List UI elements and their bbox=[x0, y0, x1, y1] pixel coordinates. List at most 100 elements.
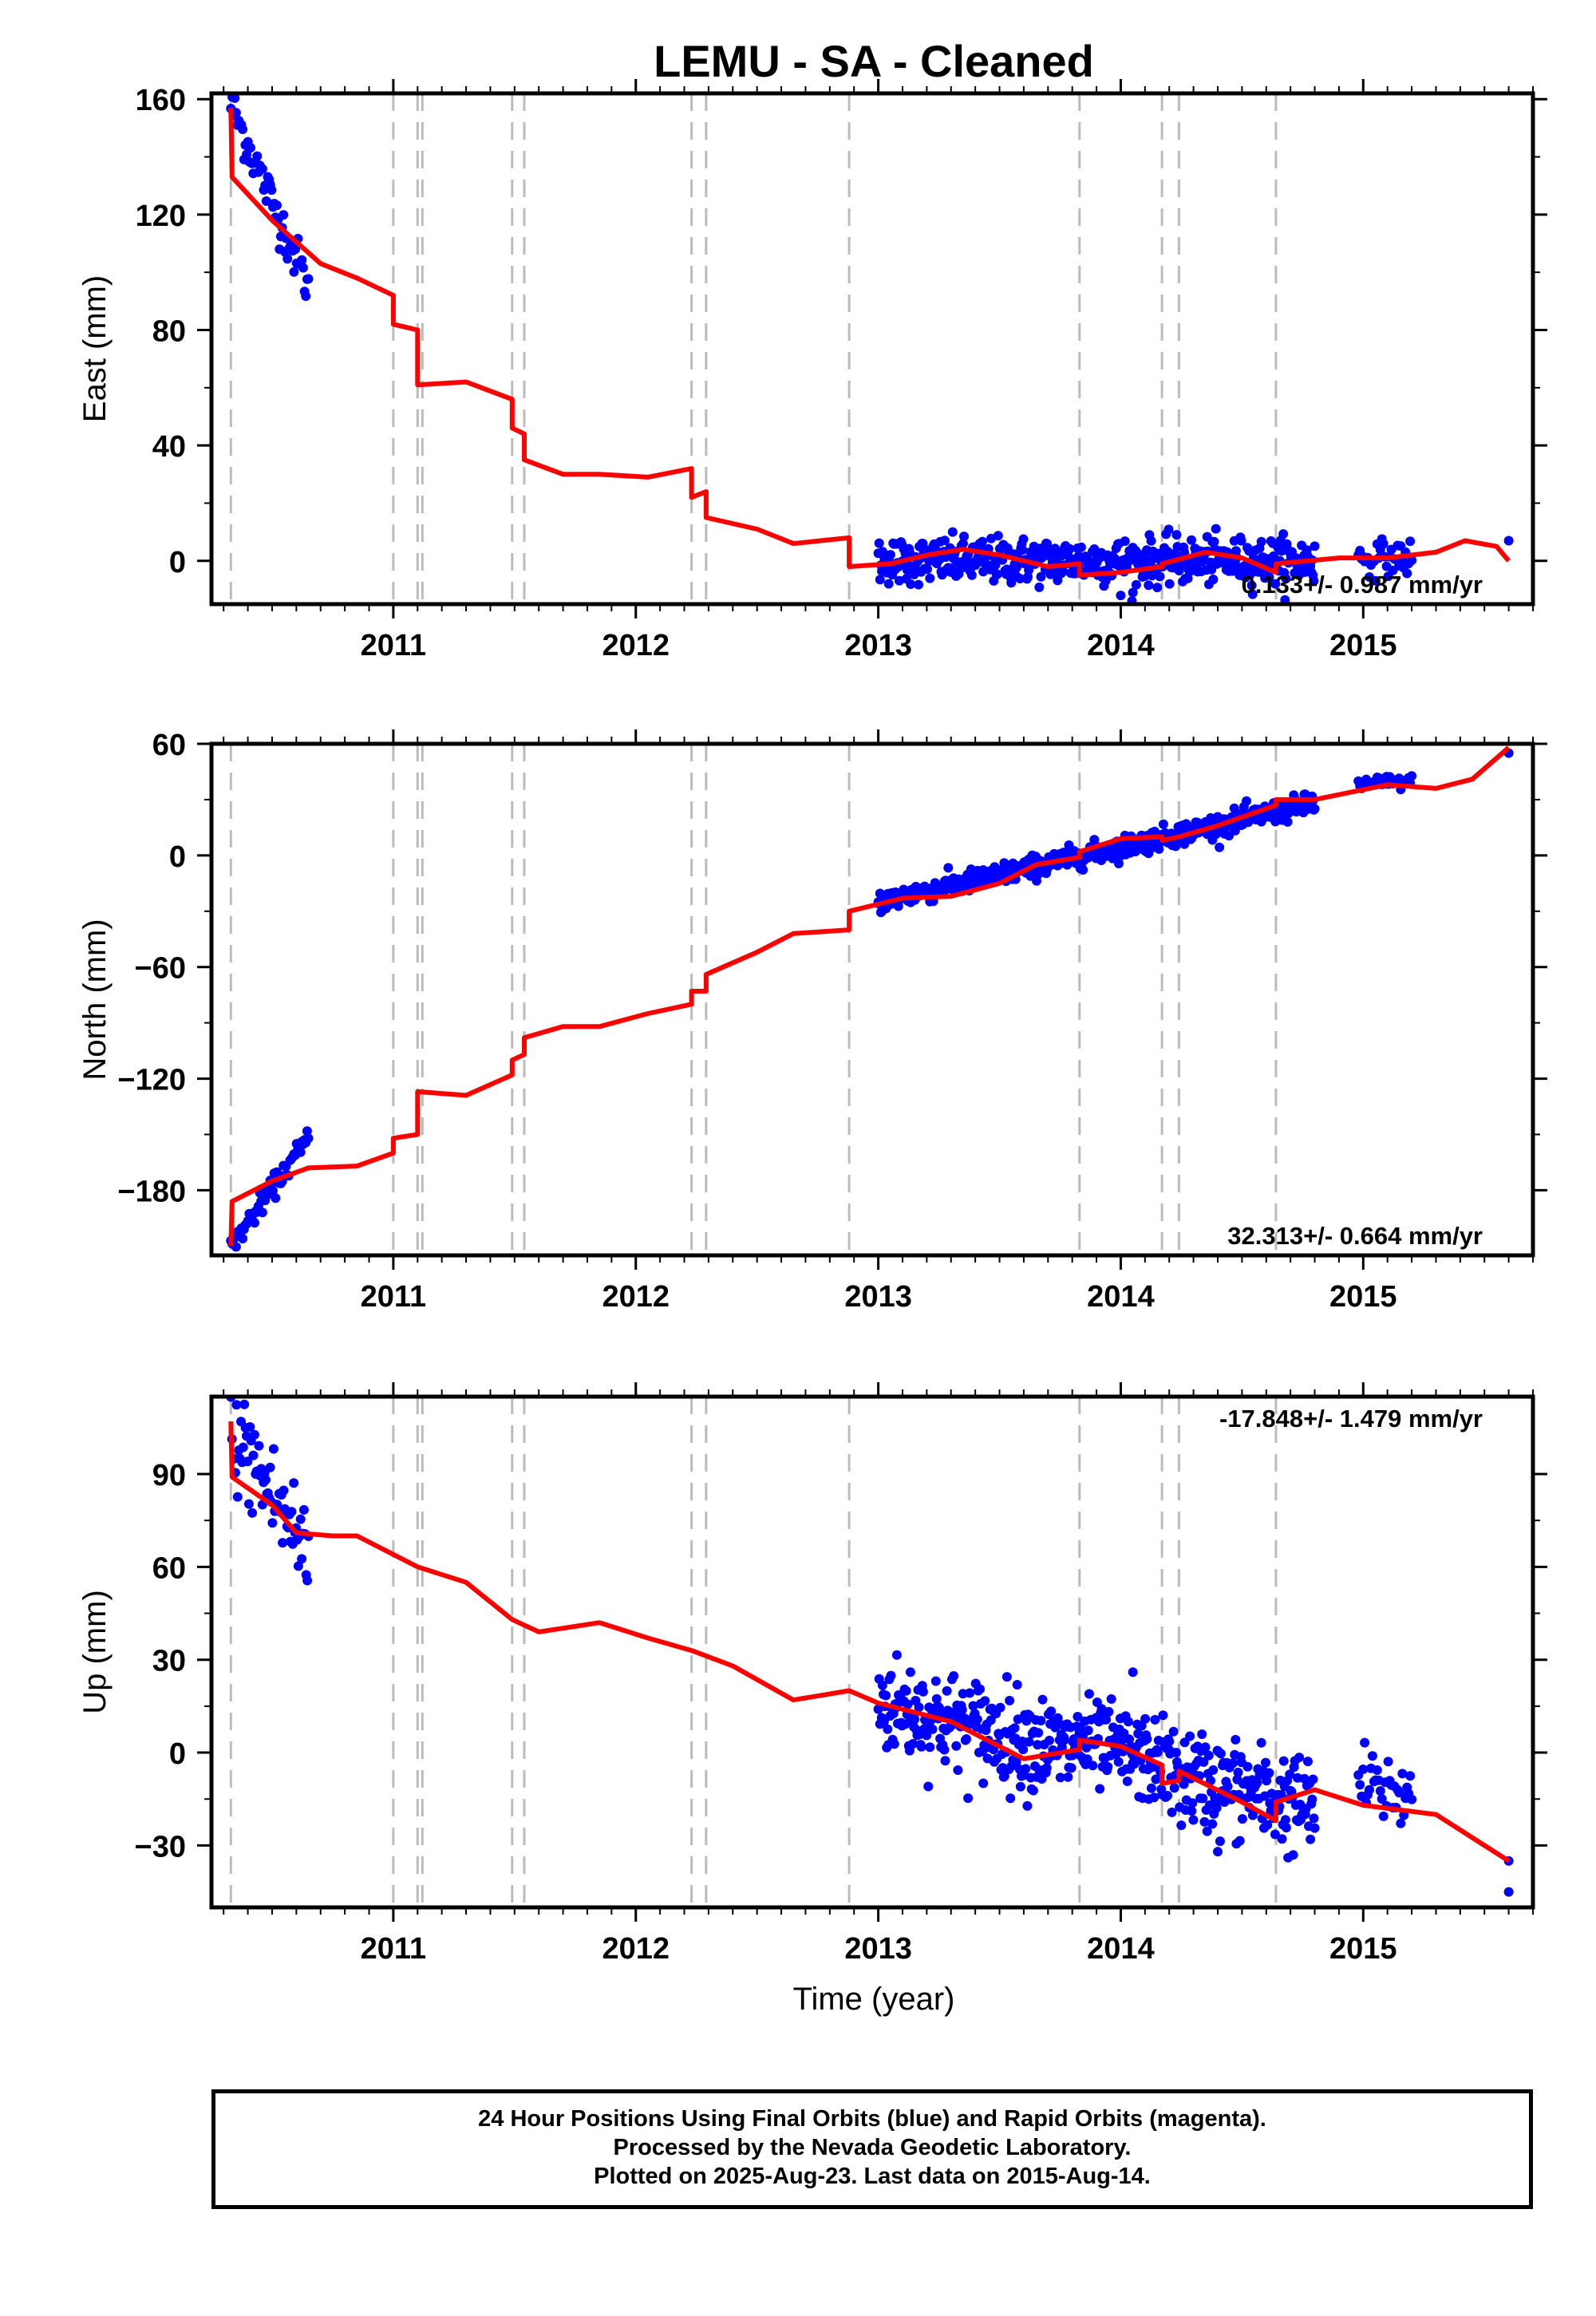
caption-box: 24 Hour Positions Using Final Orbits (bl… bbox=[211, 2089, 1533, 2209]
data-point bbox=[1307, 1794, 1317, 1804]
data-point bbox=[249, 1429, 259, 1440]
data-point bbox=[1084, 1689, 1094, 1699]
data-point bbox=[918, 1686, 928, 1697]
data-point bbox=[940, 1756, 950, 1766]
x-tick-label: 2014 bbox=[1087, 1932, 1155, 1966]
data-point bbox=[279, 210, 289, 220]
data-point bbox=[1163, 524, 1174, 535]
data-point bbox=[1215, 1749, 1226, 1759]
data-point bbox=[303, 274, 314, 284]
data-point bbox=[1212, 1847, 1223, 1857]
data-point bbox=[1237, 1814, 1247, 1824]
data-point bbox=[1262, 1820, 1273, 1830]
data-point bbox=[272, 200, 282, 211]
data-point bbox=[1158, 819, 1168, 829]
y-axis-label: Up (mm) bbox=[77, 1590, 113, 1714]
data-point bbox=[1140, 1713, 1151, 1724]
data-point bbox=[1176, 1820, 1187, 1831]
data-point bbox=[1378, 539, 1389, 549]
data-point bbox=[874, 538, 884, 548]
data-point bbox=[883, 579, 894, 589]
data-point bbox=[1011, 1757, 1021, 1767]
y-tick-label: 90 bbox=[152, 1459, 186, 1492]
data-point bbox=[925, 573, 935, 583]
data-point bbox=[278, 1538, 288, 1548]
data-point bbox=[295, 1147, 306, 1157]
y-tick-label: 60 bbox=[152, 729, 186, 762]
data-point bbox=[1211, 524, 1221, 534]
data-point bbox=[908, 1739, 918, 1749]
data-point bbox=[875, 575, 885, 585]
data-point bbox=[238, 1442, 248, 1452]
data-point bbox=[972, 1714, 982, 1725]
data-point bbox=[1037, 1694, 1048, 1705]
data-point bbox=[302, 1126, 312, 1136]
data-point bbox=[1164, 1737, 1175, 1747]
x-axis-label: Time (year) bbox=[793, 1982, 955, 2017]
y-tick-label: 160 bbox=[136, 84, 186, 117]
data-point bbox=[231, 1242, 241, 1252]
y-axis-label: North (mm) bbox=[77, 919, 113, 1080]
data-point bbox=[1146, 1783, 1156, 1793]
data-point bbox=[1050, 1722, 1061, 1733]
data-point bbox=[298, 263, 308, 273]
data-point bbox=[1228, 1758, 1238, 1769]
data-point bbox=[975, 1684, 985, 1694]
data-point bbox=[286, 1507, 297, 1517]
data-point bbox=[1503, 1887, 1514, 1897]
data-point bbox=[1252, 1777, 1262, 1788]
data-point bbox=[1073, 1712, 1083, 1721]
y-tick-label: −30 bbox=[135, 1830, 186, 1863]
data-point bbox=[957, 1705, 967, 1715]
data-point bbox=[1405, 536, 1416, 547]
data-point bbox=[877, 1680, 887, 1690]
data-point bbox=[923, 1781, 934, 1792]
data-point bbox=[1113, 1757, 1124, 1767]
data-point bbox=[1223, 1781, 1233, 1792]
data-point bbox=[906, 579, 916, 589]
y-tick-label: 120 bbox=[136, 200, 186, 233]
data-point bbox=[889, 1739, 899, 1749]
data-point bbox=[293, 1561, 303, 1571]
data-point bbox=[1146, 536, 1156, 546]
data-point bbox=[1142, 1734, 1152, 1744]
data-point bbox=[1280, 595, 1290, 604]
data-point bbox=[1148, 1762, 1157, 1773]
data-point bbox=[1208, 575, 1219, 584]
data-point bbox=[1281, 574, 1291, 584]
panels: 2011 2012 2013 2014 2015 0 40 80 120 160 East (mm)… bbox=[77, 79, 1547, 1966]
data-point bbox=[1187, 1806, 1197, 1816]
data-point bbox=[1280, 1815, 1290, 1825]
data-point bbox=[261, 196, 271, 206]
data-point bbox=[238, 1234, 248, 1243]
data-point bbox=[1128, 587, 1138, 598]
north-panel: 2011 2012 2013 2014 2015 −180 −120 −60 0 60 North … bbox=[77, 729, 1547, 1314]
data-point bbox=[1187, 1798, 1198, 1808]
data-point bbox=[1256, 1737, 1266, 1748]
data-point bbox=[1372, 1765, 1382, 1775]
data-point bbox=[238, 124, 248, 134]
data-point bbox=[1066, 1763, 1077, 1773]
data-point bbox=[1375, 1786, 1385, 1796]
data-point bbox=[1005, 1793, 1016, 1804]
data-point bbox=[268, 1444, 279, 1454]
data-point bbox=[922, 564, 932, 575]
data-point bbox=[962, 1734, 971, 1744]
data-point bbox=[1005, 1695, 1015, 1705]
data-point bbox=[1131, 579, 1141, 590]
data-point bbox=[1169, 1783, 1179, 1793]
data-point bbox=[1001, 1672, 1012, 1682]
data-point bbox=[1133, 1729, 1144, 1739]
data-point bbox=[939, 1745, 950, 1755]
data-point bbox=[1294, 1753, 1305, 1763]
data-point bbox=[1155, 571, 1165, 582]
data-point bbox=[245, 1422, 255, 1432]
data-point bbox=[1242, 1761, 1253, 1772]
data-point bbox=[1015, 1781, 1025, 1792]
data-point bbox=[243, 1499, 254, 1509]
data-point bbox=[298, 1504, 309, 1515]
data-point bbox=[1152, 583, 1163, 593]
velocity-label: 32.313+/- 0.664 mm/yr bbox=[1227, 1222, 1483, 1250]
data-point bbox=[1033, 1728, 1044, 1738]
data-point bbox=[268, 1186, 278, 1196]
